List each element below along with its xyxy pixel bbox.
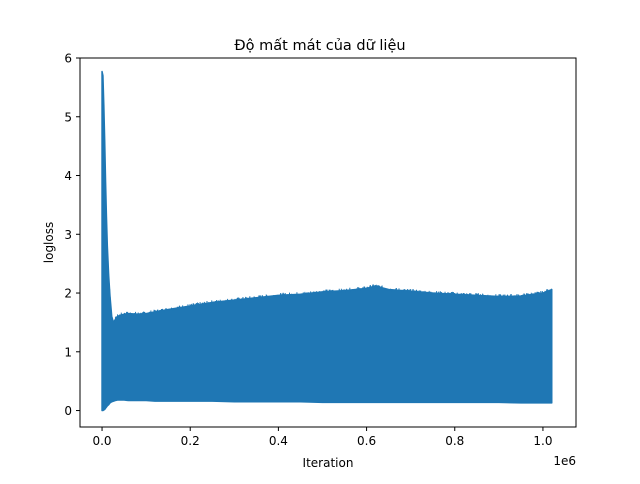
y-tick-label: 4 [64,169,72,183]
y-axis-ticks: 0 1 2 3 4 5 6 [64,52,80,418]
y-axis-label: logloss [42,222,56,263]
y-tick-label: 0 [64,404,72,418]
x-axis-label: Iteration [303,456,354,470]
axes-frame [79,57,577,428]
plot-area [79,57,577,428]
x-axis-ticks: 0.0 0.2 0.4 0.6 0.8 1.0 [92,427,552,448]
y-tick-label: 1 [64,345,72,359]
x-axis-offset-label: 1e6 [553,454,576,468]
x-tick-label: 0.8 [445,434,464,448]
x-tick-label: 0.4 [269,434,288,448]
y-tick-label: 2 [64,287,72,301]
x-tick-label: 0.6 [357,434,376,448]
y-tick-label: 5 [64,110,72,124]
chart-title: Độ mất mát của dữ liệu [234,38,405,54]
x-tick-label: 0.2 [181,434,200,448]
series-layer [101,70,553,412]
x-tick-label: 0.0 [92,434,111,448]
series-0-oscillation [103,105,552,410]
x-tick-label: 1.0 [533,434,552,448]
y-tick-label: 6 [64,52,72,66]
y-tick-label: 3 [64,228,72,242]
